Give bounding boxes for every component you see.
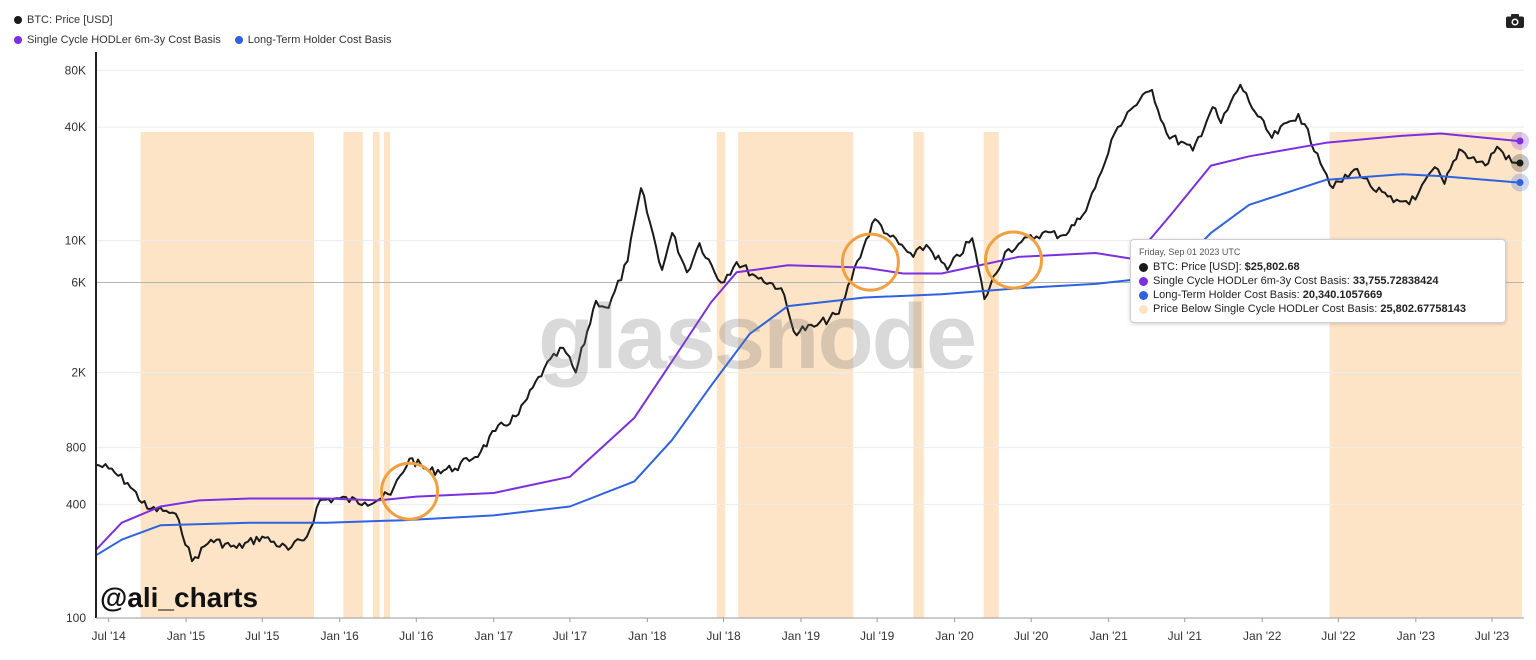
- series-line: [95, 83, 1519, 563]
- x-tick-label: Jan '17: [475, 629, 514, 643]
- tooltip-dot-icon: [1139, 304, 1148, 314]
- legend-dot-icon: [14, 36, 22, 44]
- tooltip-label: Single Cycle HODLer 6m-3y Cost Basis:: [1153, 275, 1350, 287]
- annotation-circle: [983, 230, 1043, 290]
- shaded-region: [913, 132, 924, 618]
- x-tick-label: Jul '22: [1321, 629, 1356, 643]
- x-tick-label: Jul '20: [1014, 629, 1049, 643]
- annotation-circles: [380, 230, 1043, 521]
- y-tick-label: 6K: [71, 276, 86, 290]
- tooltip-dot-icon: [1139, 290, 1148, 300]
- x-tick-label: Jan '21: [1089, 629, 1128, 643]
- legend-item-single-cycle[interactable]: Single Cycle HODLer 6m-3y Cost Basis: [14, 34, 221, 46]
- x-tick-label: Jul '21: [1168, 629, 1203, 643]
- legend-label: Single Cycle HODLer 6m-3y Cost Basis: [27, 34, 221, 46]
- shaded-region: [1329, 132, 1522, 618]
- shaded-region: [343, 132, 363, 618]
- y-tick-label: 2K: [71, 366, 86, 380]
- tooltip-row: Long-Term Holder Cost Basis: 20,340.1057…: [1139, 288, 1497, 302]
- x-tick-label: Jul '19: [860, 629, 895, 643]
- annotation-circle: [380, 461, 440, 521]
- y-tick-label: 80K: [65, 63, 86, 77]
- series-line: [95, 173, 1519, 557]
- series-end-marker: [1516, 137, 1524, 145]
- tooltip: Friday, Sep 01 2023 UTC BTC: Price [USD]…: [1130, 239, 1506, 323]
- tooltip-row: BTC: Price [USD]: $25,802.68: [1139, 260, 1497, 274]
- tooltip-value: 25,802.67758143: [1380, 303, 1467, 315]
- legend: BTC: Price [USD] Single Cycle HODLer 6m-…: [14, 10, 405, 50]
- tooltip-label: Long-Term Holder Cost Basis:: [1153, 289, 1300, 301]
- shaded-region: [140, 132, 315, 618]
- end-markers: [1511, 131, 1529, 192]
- x-tick-label: Jan '19: [782, 629, 821, 643]
- author-label: @ali_charts: [100, 582, 259, 613]
- shaded-region: [716, 132, 726, 618]
- shaded-region: [372, 132, 380, 618]
- tooltip-dot-icon: [1139, 276, 1148, 286]
- camera-icon[interactable]: [1506, 14, 1524, 28]
- x-tick-label: Jan '15: [167, 629, 206, 643]
- x-tick-label: Jan '23: [1397, 629, 1436, 643]
- x-tick-label: Jan '22: [1243, 629, 1282, 643]
- x-tick-label: Jul '23: [1475, 629, 1510, 643]
- x-tick-label: Jul '18: [706, 629, 741, 643]
- series-line: [95, 132, 1519, 551]
- y-tick-label: 40K: [65, 120, 86, 134]
- legend-label: Long-Term Holder Cost Basis: [247, 34, 392, 46]
- x-tick-label: Jul '15: [245, 629, 280, 643]
- series-end-marker: [1516, 159, 1524, 167]
- shaded-region: [983, 132, 999, 618]
- tooltip-value: 33,755.72838424: [1352, 275, 1439, 287]
- x-tick-label: Jul '17: [553, 629, 588, 643]
- legend-dot-icon: [14, 16, 22, 24]
- tooltip-value: 20,340.1057669: [1302, 289, 1383, 301]
- shaded-region: [383, 132, 391, 618]
- annotation-circle: [840, 232, 900, 292]
- x-tick-label: Jan '20: [935, 629, 974, 643]
- y-tick-label: 400: [66, 497, 86, 511]
- tooltip-row: Single Cycle HODLer 6m-3y Cost Basis: 33…: [1139, 274, 1497, 288]
- y-tick-label: 800: [66, 441, 86, 455]
- legend-item-btc-price[interactable]: BTC: Price [USD]: [14, 14, 113, 26]
- x-tick-label: Jan '16: [321, 629, 360, 643]
- y-tick-label: 10K: [65, 234, 86, 248]
- shaded-region: [738, 132, 854, 618]
- tooltip-date: Friday, Sep 01 2023 UTC: [1139, 247, 1241, 257]
- axes: 100 400 800 2K 6K 10K 40K 80K Jul '14 Jan '15 Jul …: [65, 52, 1524, 643]
- tooltip-row: Price Below Single Cycle HODLer Cost Bas…: [1139, 302, 1497, 316]
- legend-label: BTC: Price [USD]: [27, 14, 113, 26]
- x-tick-label: Jul '16: [399, 629, 434, 643]
- shaded-regions: [140, 132, 1522, 618]
- tooltip-dot-icon: [1139, 262, 1148, 272]
- x-tick-label: Jul '14: [91, 629, 126, 643]
- tooltip-label: Price Below Single Cycle HODLer Cost Bas…: [1153, 303, 1378, 315]
- tooltip-value: $25,802.68: [1244, 261, 1300, 273]
- x-tick-label: Jan '18: [628, 629, 667, 643]
- tooltip-label: BTC: Price [USD]:: [1153, 261, 1242, 273]
- legend-dot-icon: [234, 36, 243, 44]
- legend-item-lth[interactable]: Long-Term Holder Cost Basis: [234, 34, 392, 46]
- y-tick-label: 100: [66, 611, 86, 625]
- series-lines: [95, 83, 1519, 563]
- series-end-marker: [1516, 178, 1524, 186]
